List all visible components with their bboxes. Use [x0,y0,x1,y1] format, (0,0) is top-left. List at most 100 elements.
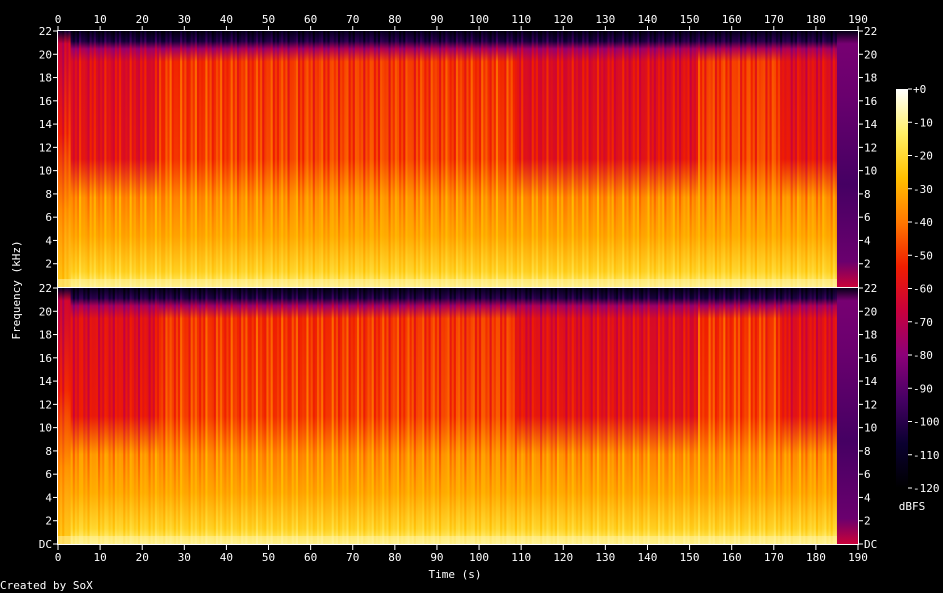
x-tick-label: 20 [136,551,149,564]
y-tick-label: 2 [45,258,52,271]
y-tick-label: 16 [39,352,52,365]
y-tick-label-right: DC [864,538,877,551]
colorbar-tick-label: -30 [913,183,933,196]
y-tick-label-right: 10 [864,422,877,435]
y-tick-label: 20 [39,305,52,318]
x-tick-label-top: 100 [469,13,489,26]
colorbar-tick-label: -60 [913,283,933,296]
y-tick-label: 18 [39,329,52,342]
y-tick-label: 2 [45,515,52,528]
colorbar-tick-label: -100 [913,416,940,429]
y-tick-label: 18 [39,72,52,85]
x-tick-label: 0 [55,551,62,564]
y-tick-label: 22 [39,25,52,38]
y-tick-label: 14 [39,118,53,131]
y-tick-label: 10 [39,422,52,435]
colorbar-tick-label: -20 [913,150,933,163]
x-tick-label-top: 190 [848,13,868,26]
y-tick-label: 4 [45,234,52,247]
y-tick-label: 6 [45,468,52,481]
x-tick-label-top: 60 [304,13,317,26]
y-tick-label-right: 12 [864,141,877,154]
colorbar-tick-label: -70 [913,316,933,329]
colorbar-tick-label: -110 [913,449,940,462]
colorbar-tick-label: -90 [913,382,933,395]
y-tick-label: 8 [45,445,52,458]
colorbar-tick-label: -40 [913,216,933,229]
y-tick-label-right: 2 [864,258,871,271]
colorbar-label: dBFS [899,500,926,513]
x-tick-label: 90 [430,551,443,564]
y-tick-label: 14 [39,375,53,388]
y-tick-label-right: 20 [864,305,877,318]
x-tick-label: 150 [680,551,700,564]
x-tick-label-top: 70 [346,13,359,26]
x-tick-label-top: 10 [93,13,106,26]
x-tick-label: 50 [262,551,275,564]
y-tick-label: 12 [39,141,52,154]
x-tick-label: 140 [638,551,658,564]
x-tick-label: 130 [595,551,615,564]
x-tick-label: 100 [469,551,489,564]
x-tick-label-top: 80 [388,13,401,26]
panel-frame [57,287,859,545]
y-tick-label: DC [39,538,52,551]
colorbar-tick-label: -120 [913,482,940,495]
x-tick-label: 180 [806,551,826,564]
colorbar-tick-label: -50 [913,249,933,262]
x-tick-label-top: 50 [262,13,275,26]
y-tick-label: 22 [39,282,52,295]
y-tick-label: 12 [39,398,52,411]
spectrogram-panels [58,31,858,544]
y-tick-label-right: 14 [864,118,878,131]
colorbar-tick-label: -80 [913,349,933,362]
y-tick-label: 6 [45,211,52,224]
x-tick-label-top: 110 [511,13,531,26]
channel-2-spectrogram [58,288,858,544]
x-tick-label: 190 [848,551,868,564]
y-tick-label-right: 16 [864,95,877,108]
y-tick-label-right: 8 [864,445,871,458]
y-tick-label: 8 [45,188,52,201]
x-tick-label-top: 120 [553,13,573,26]
x-tick-label-top: 170 [764,13,784,26]
x-tick-label: 30 [178,551,191,564]
x-tick-label-top: 130 [595,13,615,26]
y-tick-label-right: 18 [864,72,877,85]
colorbar-tick-label: -10 [913,116,933,129]
x-tick-label: 170 [764,551,784,564]
x-tick-label-top: 30 [178,13,191,26]
y-tick-label: 10 [39,165,52,178]
y-tick-label-right: 20 [864,48,877,61]
x-tick-label-top: 20 [136,13,149,26]
y-tick-label: 20 [39,48,52,61]
y-tick-label-right: 4 [864,234,871,247]
colorbar-tick-label: +0 [913,83,926,96]
y-tick-label-right: 10 [864,165,877,178]
channel-1-spectrogram [58,31,858,287]
y-tick-label-right: 4 [864,491,871,504]
x-tick-label: 80 [388,551,401,564]
y-tick-label-right: 6 [864,211,871,224]
y-tick-label-right: 22 [864,25,877,38]
x-tick-label: 70 [346,551,359,564]
footer-credit: Created by SoX [0,579,93,592]
y-tick-label-right: 18 [864,329,877,342]
y-tick-label-right: 6 [864,468,871,481]
y-tick-label: 16 [39,95,52,108]
y-axis-label: Frequency (kHz) [10,240,23,339]
x-tick-label-top: 160 [722,13,742,26]
x-tick-label-top: 0 [55,13,62,26]
x-tick-label-top: 140 [638,13,658,26]
x-tick-label-top: 150 [680,13,700,26]
x-tick-label-top: 180 [806,13,826,26]
y-tick-label: 4 [45,491,52,504]
x-tick-label: 40 [220,551,233,564]
x-tick-label: 160 [722,551,742,564]
x-tick-label: 120 [553,551,573,564]
colorbar: +0 -10 -20 -30 -40 -50 -60 -70 -80 -90 -100 -110 -12… [896,83,940,495]
x-tick-label: 110 [511,551,531,564]
y-tick-label-right: 22 [864,282,877,295]
